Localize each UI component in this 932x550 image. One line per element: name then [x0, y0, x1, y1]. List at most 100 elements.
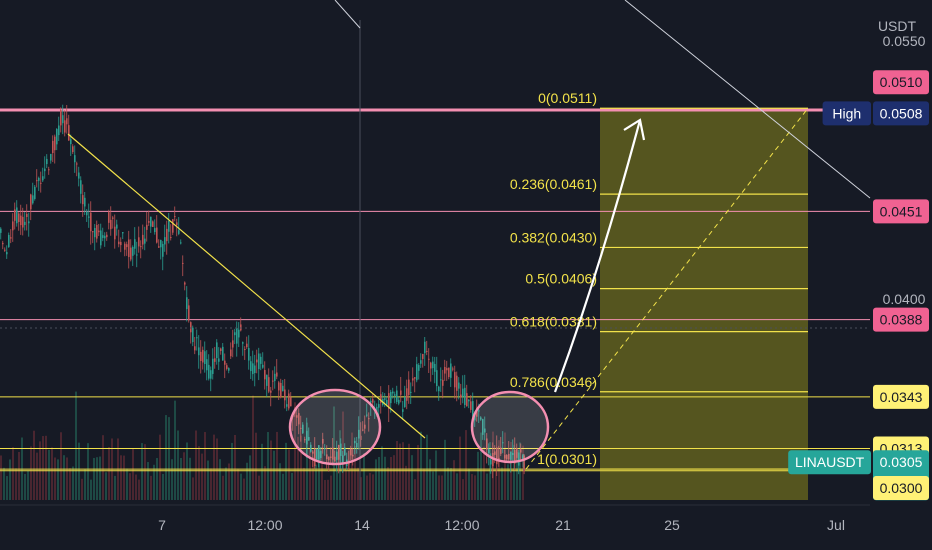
candle — [234, 332, 236, 336]
candle — [344, 447, 346, 456]
candle — [426, 350, 428, 352]
volume-bar — [54, 457, 56, 500]
candle — [240, 324, 242, 331]
candle — [414, 377, 416, 379]
candle — [74, 155, 76, 163]
candle — [396, 390, 398, 402]
volume-bar — [285, 442, 287, 500]
candle — [350, 448, 352, 456]
volume-bar — [516, 451, 518, 500]
volume-bar — [324, 479, 326, 500]
volume-bar — [375, 459, 377, 500]
volume-bar — [165, 415, 167, 500]
price-badge — [873, 384, 929, 409]
candle — [352, 454, 354, 457]
volume-bar — [132, 448, 134, 500]
volume-bar — [462, 479, 464, 500]
candle — [516, 448, 518, 458]
candle — [146, 224, 148, 230]
candle — [114, 226, 116, 240]
volume-bar — [189, 457, 191, 500]
candle — [168, 220, 170, 232]
candle — [4, 249, 6, 251]
fib-retracement[interactable]: 0(0.0511) 0.236(0.0461) 0.382(0.0430) 0.5(0… — [0, 90, 809, 470]
volume-bar — [45, 435, 47, 500]
price-badge-tag-label: LINAUSDT — [795, 454, 865, 470]
candle — [252, 363, 254, 375]
fib-level-label: 0.786(0.0346) — [510, 374, 597, 390]
volume-bar — [327, 479, 329, 500]
volume-bar — [381, 446, 383, 500]
candle — [54, 136, 56, 151]
volume-bar — [246, 462, 248, 500]
drawings[interactable] — [0, 0, 871, 500]
candle — [256, 359, 258, 363]
candle — [288, 393, 290, 409]
candle — [142, 234, 144, 245]
candle — [404, 396, 406, 408]
fib-level-label: 0.236(0.0461) — [510, 176, 597, 192]
candle — [282, 385, 284, 392]
price-axis[interactable]: USDT 0.0550 0.0400 0.0300 0.0510 0.0508 High 0… — [788, 18, 929, 501]
volume-bar — [366, 475, 368, 500]
volume-bar — [270, 440, 272, 500]
candle — [274, 373, 276, 382]
highlight-circle[interactable] — [288, 388, 382, 466]
trendline-yellow[interactable] — [67, 133, 426, 439]
candle — [452, 368, 454, 370]
candle — [296, 415, 298, 418]
candle — [324, 448, 326, 450]
candle — [348, 463, 350, 465]
volume-bar — [477, 451, 479, 500]
volume-bar — [105, 472, 107, 500]
time-axis[interactable]: 7 12:00 14 12:00 21 25 Jul — [0, 504, 870, 533]
trendline-white[interactable] — [624, 0, 871, 199]
candle — [264, 370, 266, 380]
candle — [236, 327, 238, 344]
volume-bar — [135, 474, 137, 500]
candle — [176, 222, 178, 226]
candle — [200, 351, 202, 361]
candle — [276, 372, 278, 377]
candle — [523, 455, 525, 472]
candle — [30, 194, 32, 210]
volume-bar — [321, 446, 323, 500]
projection-arrow[interactable] — [553, 119, 642, 393]
candle — [230, 349, 232, 357]
candle — [266, 374, 268, 386]
volume-bar — [522, 445, 524, 500]
candle — [194, 346, 196, 351]
volume-bar — [318, 451, 320, 500]
candle — [280, 382, 282, 398]
volume-bar — [426, 434, 428, 500]
candle — [154, 228, 156, 233]
candle — [76, 163, 78, 165]
candle — [434, 363, 436, 372]
candle — [418, 365, 420, 371]
candle — [466, 393, 468, 407]
highlight-circle[interactable] — [470, 390, 550, 464]
candle — [52, 140, 54, 154]
candle — [106, 234, 108, 238]
candle — [104, 235, 106, 239]
fib-level-label: 0.5(0.0406) — [525, 271, 597, 287]
fib-level-label: 0.382(0.0430) — [510, 229, 597, 245]
candle — [390, 391, 392, 404]
volume-bar — [459, 436, 461, 500]
price-badge — [873, 476, 929, 500]
trendline-white-short[interactable] — [334, 0, 361, 29]
candle — [68, 125, 70, 141]
volume-bar — [228, 463, 230, 500]
candle — [430, 362, 432, 369]
candle — [196, 337, 198, 339]
time-tick: 12:00 — [444, 517, 479, 533]
price-badge-tag — [822, 101, 871, 126]
candle — [26, 213, 28, 218]
candle — [520, 449, 522, 453]
candle — [152, 221, 154, 227]
candle — [322, 438, 324, 444]
candle — [228, 368, 230, 371]
candle — [36, 180, 38, 182]
